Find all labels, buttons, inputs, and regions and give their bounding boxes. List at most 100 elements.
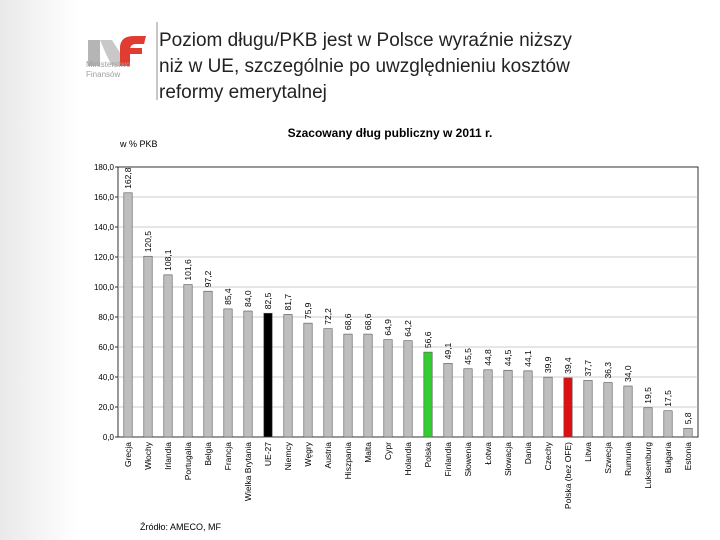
data-label: 101,6	[183, 259, 193, 281]
bar	[683, 427, 693, 438]
bar	[403, 340, 413, 438]
bar	[263, 312, 273, 438]
data-label: 68,6	[343, 313, 353, 330]
x-tick-label: Rumunia	[623, 442, 633, 476]
bar	[183, 284, 193, 438]
source-note: Źródło: AMECO, MF	[140, 522, 222, 532]
bar	[623, 385, 633, 438]
bar	[323, 328, 333, 438]
data-label: 5,8	[683, 412, 693, 424]
x-tick-label: Malta	[363, 442, 373, 463]
x-tick-label: Grecja	[123, 442, 133, 467]
x-tick-label: Łotwa	[483, 442, 493, 465]
data-label: 45,5	[463, 348, 473, 365]
bar	[643, 407, 653, 438]
bar	[163, 274, 173, 438]
bar	[563, 377, 573, 438]
x-tick-label: Słowacja	[503, 442, 513, 476]
x-tick-label: Estonia	[683, 442, 693, 471]
x-tick-label: Słowenia	[463, 442, 473, 477]
y-axis-label: w % PKB	[120, 139, 158, 149]
x-tick-label: Hiszpania	[343, 442, 353, 480]
bar	[203, 290, 213, 438]
bar	[663, 410, 673, 438]
data-label: 39,4	[563, 357, 573, 374]
data-label: 84,0	[243, 290, 253, 307]
data-label: 97,2	[203, 270, 213, 287]
y-tick-label: 60,0	[98, 343, 114, 352]
data-label: 49,1	[443, 343, 453, 360]
bar	[583, 380, 593, 438]
slide-title-line1: Poziom długu/PKB jest w Polsce wyraźnie …	[159, 30, 572, 51]
data-label: 162,8	[123, 167, 133, 189]
bar	[283, 314, 293, 438]
data-label: 56,6	[423, 331, 433, 348]
data-label: 44,5	[503, 349, 513, 366]
x-tick-label: Portugalia	[183, 442, 193, 481]
y-tick-label: 160,0	[94, 193, 115, 202]
y-tick-label: 120,0	[94, 253, 115, 262]
data-label: 64,2	[403, 320, 413, 337]
bar	[523, 370, 533, 438]
chart-title: Szacowany dług publiczny w 2011 r.	[287, 126, 493, 140]
slide-title-line2: niż w UE, szczególnie po uwzględnieniu k…	[159, 56, 570, 77]
bar	[483, 369, 493, 438]
x-tick-label: Węgry	[303, 441, 313, 466]
bar	[463, 368, 473, 438]
bar	[443, 363, 453, 438]
x-tick-label: Litwa	[583, 442, 593, 462]
x-tick-label: Wielka Brytania	[243, 442, 253, 501]
x-tick-label: Francja	[223, 442, 233, 471]
x-tick-label: Holandia	[403, 442, 413, 476]
x-tick-label: Austria	[323, 442, 333, 469]
y-tick-label: 0,0	[103, 433, 115, 442]
data-label: 82,5	[263, 292, 273, 309]
data-label: 19,5	[643, 387, 653, 404]
data-label: 37,7	[583, 360, 593, 377]
x-tick-label: Irlandia	[163, 442, 173, 470]
data-label: 44,1	[523, 350, 533, 367]
x-tick-label: Cypr	[383, 442, 393, 460]
bar	[303, 322, 313, 438]
data-label: 44,8	[483, 349, 493, 366]
slide-title-line3: reformy emerytalnej	[159, 82, 327, 103]
bar	[503, 369, 513, 438]
x-tick-label: Włochy	[143, 441, 153, 470]
x-tick-label: Luksemburg	[643, 442, 653, 489]
x-tick-label: Finlandia	[443, 442, 453, 477]
ministry-logo	[88, 36, 146, 66]
bar	[223, 308, 233, 438]
bar	[143, 255, 153, 438]
x-tick-label: Niemcy	[283, 441, 293, 470]
bar	[543, 376, 553, 438]
data-label: 39,9	[543, 356, 553, 373]
bar	[603, 382, 613, 438]
data-label: 64,9	[383, 319, 393, 336]
x-tick-label: Belgia	[203, 442, 213, 466]
x-tick-label: Polska	[423, 442, 433, 468]
logo-text-line1: Ministerstwo	[86, 60, 131, 69]
data-label: 68,6	[363, 313, 373, 330]
x-tick-label: Czechy	[543, 441, 553, 470]
data-label: 75,9	[303, 302, 313, 319]
left-decorative-strip	[0, 0, 78, 540]
y-tick-label: 20,0	[98, 403, 114, 412]
slide-title: Poziom długu/PKB jest w Polsce wyraźnie …	[159, 28, 699, 106]
y-tick-label: 40,0	[98, 373, 114, 382]
logo-text-line2: Finansów	[86, 70, 121, 79]
data-label: 17,5	[663, 390, 673, 407]
bar	[383, 339, 393, 438]
data-label: 36,3	[603, 362, 613, 379]
y-tick-label: 80,0	[98, 313, 114, 322]
y-tick-label: 140,0	[94, 223, 115, 232]
logo-text: Ministerstwo Finansów	[86, 60, 130, 80]
data-label: 120,5	[143, 231, 153, 253]
y-tick-label: 100,0	[94, 283, 115, 292]
x-tick-label: Dania	[523, 442, 533, 464]
bar	[123, 192, 133, 438]
data-label: 108,1	[163, 249, 173, 271]
bar	[243, 310, 253, 438]
bar	[363, 333, 373, 438]
data-label: 34,0	[623, 365, 633, 382]
data-label: 72,2	[323, 308, 333, 325]
